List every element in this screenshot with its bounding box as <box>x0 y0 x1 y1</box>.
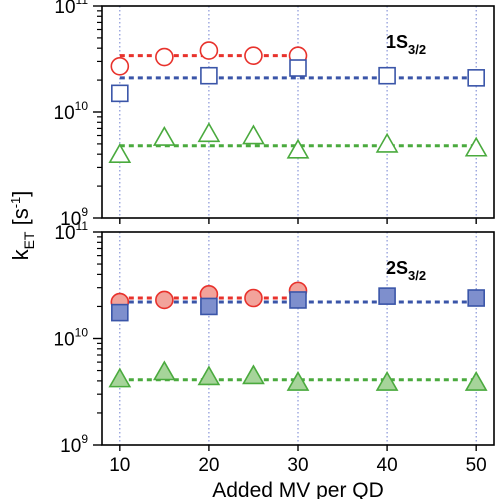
data-point-circle <box>199 41 219 60</box>
x-tick-label: 20 <box>198 455 219 476</box>
data-point-square <box>200 297 218 316</box>
data-point-triangle <box>375 132 399 153</box>
data-point-circle <box>110 56 130 76</box>
data-point-square <box>467 289 485 307</box>
data-point-circle <box>155 47 174 67</box>
panel-label: 1S3/2 <box>386 32 426 57</box>
panel-1: 109 1010 1011 1S3/2 <box>54 0 495 230</box>
data-point-triangle <box>464 370 488 391</box>
y-tick-label: 109 <box>60 432 88 457</box>
data-point-circle <box>244 46 263 65</box>
data-point-circle <box>244 288 263 308</box>
data-point-square <box>378 287 396 305</box>
panel-label: 2S3/2 <box>386 258 426 283</box>
y-axis-label: kET [s-1] <box>8 191 37 261</box>
data-point-square <box>200 66 218 85</box>
x-tick-label: 50 <box>466 455 487 476</box>
data-point-triangle <box>152 360 176 381</box>
data-point-triangle <box>108 367 132 388</box>
y-tick-label: 1011 <box>54 0 88 18</box>
data-point-triangle <box>286 138 310 159</box>
x-tick-label: 10 <box>109 455 130 476</box>
data-point-triangle <box>242 364 265 385</box>
data-point-triangle <box>242 124 265 145</box>
data-point-triangle <box>152 125 176 146</box>
x-tick-label: 40 <box>377 455 398 476</box>
data-point-triangle <box>108 143 132 163</box>
data-point-square <box>111 84 129 103</box>
data-point-triangle <box>464 136 488 157</box>
data-point-triangle <box>197 365 221 386</box>
data-point-square <box>111 303 129 322</box>
y-tick-label: 1011 <box>54 219 88 244</box>
data-point-square <box>378 66 396 85</box>
y-tick-label: 1010 <box>54 326 89 351</box>
data-point-circle <box>155 290 174 310</box>
x-axis-label: Added MV per QD <box>212 479 384 499</box>
data-point-square <box>467 69 485 87</box>
panel-2: 109 1010 1011 2S3/2 <box>54 219 495 457</box>
y-tick-label: 1010 <box>54 99 89 124</box>
data-point-triangle <box>197 122 221 143</box>
data-point-triangle <box>286 370 310 391</box>
data-point-triangle <box>375 370 399 391</box>
data-point-square <box>289 291 307 309</box>
data-point-square <box>289 59 307 77</box>
x-tick-label: 30 <box>287 455 308 476</box>
y-tick-label: 109 <box>60 205 88 230</box>
